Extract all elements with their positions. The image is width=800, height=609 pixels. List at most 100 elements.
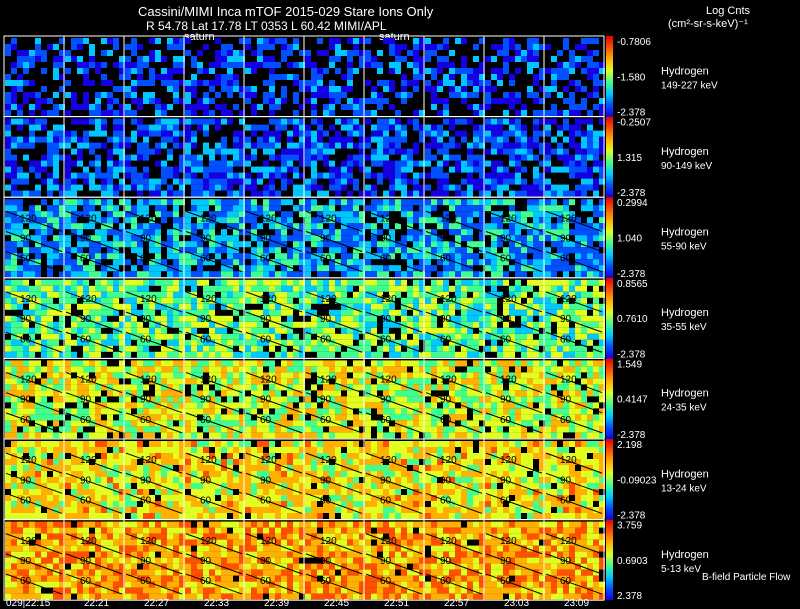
heatmap-cell <box>539 247 545 254</box>
heatmap-cell <box>533 184 539 191</box>
heatmap-cell <box>593 80 599 86</box>
heatmap-cell <box>125 235 131 242</box>
heatmap-cell <box>173 408 179 415</box>
heatmap-cell <box>233 205 239 212</box>
heatmap-cell <box>431 360 437 367</box>
heatmap-cell <box>185 166 191 173</box>
heatmap-cell <box>311 160 317 167</box>
heatmap-cell <box>233 229 239 236</box>
heatmap-cell <box>407 265 413 272</box>
heatmap-cell <box>593 247 599 254</box>
heatmap-cell <box>293 339 299 346</box>
heatmap-cell <box>455 235 461 242</box>
heatmap-cell <box>275 154 281 161</box>
heatmap-cell <box>461 253 467 260</box>
heatmap-cell <box>125 303 131 310</box>
heatmap-cell <box>287 297 293 304</box>
heatmap-cell <box>17 360 23 367</box>
heatmap-cell <box>47 432 53 439</box>
heatmap-cell <box>581 297 587 304</box>
heatmap-cell <box>263 432 269 439</box>
heatmap-cell <box>263 360 269 367</box>
heatmap-cell <box>209 166 215 173</box>
heatmap-cell <box>173 384 179 391</box>
heatmap-cell <box>347 130 353 137</box>
heatmap-cell <box>473 166 479 173</box>
heatmap-cell <box>599 315 605 322</box>
heatmap-cell <box>413 118 419 125</box>
pitch-angle-contour <box>65 331 123 353</box>
heatmap-cell <box>137 223 143 230</box>
heatmap-cell <box>371 124 377 131</box>
heatmap-cell <box>371 303 377 310</box>
heatmap-cell <box>563 184 569 191</box>
heatmap-cell <box>419 315 425 322</box>
heatmap-cell <box>59 279 65 286</box>
heatmap-cell <box>269 426 275 433</box>
heatmap-cell <box>305 80 311 86</box>
heatmap-cell <box>347 279 353 286</box>
heatmap-cell <box>449 253 455 260</box>
heatmap-cell <box>545 92 551 98</box>
heatmap-cell <box>545 86 551 92</box>
heatmap-cell <box>125 110 131 116</box>
heatmap-cell <box>239 402 245 409</box>
heatmap-cell <box>383 223 389 230</box>
heatmap-cell <box>431 86 437 92</box>
heatmap-cell <box>287 327 293 334</box>
heatmap-cell <box>179 241 185 248</box>
heatmap-cell <box>203 184 209 191</box>
heatmap-cell <box>413 378 419 385</box>
heatmap-cell <box>107 378 113 385</box>
heatmap-cell <box>467 303 473 310</box>
heatmap-cell <box>407 285 413 292</box>
heatmap-cell <box>425 50 431 56</box>
heatmap-cell <box>125 68 131 74</box>
heatmap-cell <box>65 130 71 137</box>
heatmap-cell <box>5 345 11 352</box>
heatmap-cell <box>359 142 365 149</box>
heatmap-cell <box>53 166 59 173</box>
heatmap-cell <box>299 247 305 254</box>
heatmap-cell <box>107 309 113 316</box>
heatmap-cell <box>5 136 11 143</box>
pitch-angle-contour <box>545 311 603 333</box>
heatmap-cell <box>59 205 65 212</box>
heatmap-cell <box>185 80 191 86</box>
heatmap-cell <box>113 211 119 218</box>
heatmap-cell <box>317 229 323 236</box>
heatmap-cell <box>473 80 479 86</box>
heatmap-cell <box>293 118 299 125</box>
heatmap-cell <box>11 315 17 322</box>
heatmap-cell <box>41 351 47 358</box>
heatmap-cell <box>317 378 323 385</box>
heatmap-cell <box>587 241 593 248</box>
heatmap-cell <box>359 372 365 379</box>
heatmap-cell <box>275 279 281 286</box>
heatmap-cell <box>377 291 383 298</box>
heatmap-cell <box>167 172 173 179</box>
heatmap-cell <box>575 172 581 179</box>
heatmap-cell <box>479 408 485 415</box>
heatmap-cell <box>227 241 233 248</box>
pitch-angle-contour <box>125 392 183 414</box>
heatmap-cell <box>35 426 41 433</box>
heatmap-cell <box>47 372 53 379</box>
heatmap-cell <box>485 56 491 62</box>
heatmap-cell <box>545 259 551 266</box>
heatmap-cell <box>23 172 29 179</box>
heatmap-cell <box>239 56 245 62</box>
heatmap-cell <box>479 241 485 248</box>
heatmap-cell <box>581 44 587 50</box>
heatmap-cell <box>5 372 11 379</box>
heatmap-cell <box>395 148 401 155</box>
heatmap-cell <box>317 235 323 242</box>
heatmap-cell <box>29 315 35 322</box>
heatmap-cell <box>437 199 443 206</box>
heatmap-cell <box>335 50 341 56</box>
heatmap-cell <box>197 297 203 304</box>
heatmap-cell <box>269 56 275 62</box>
heatmap-cell <box>461 80 467 86</box>
heatmap-cell <box>479 217 485 224</box>
heatmap-cell <box>59 142 65 149</box>
